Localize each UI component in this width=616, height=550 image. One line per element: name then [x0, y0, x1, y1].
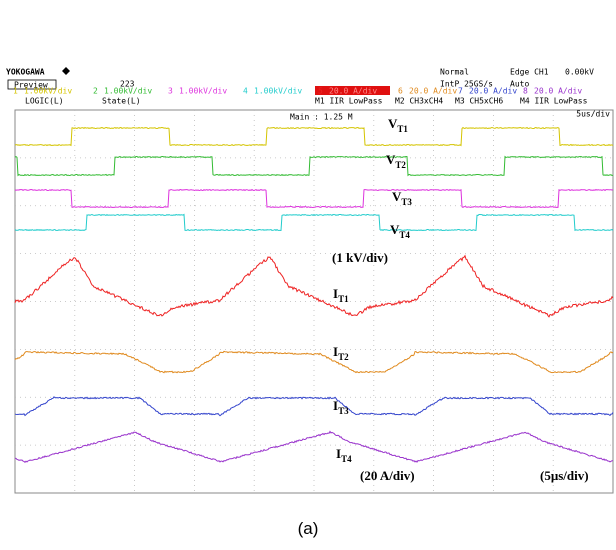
channel-scale: 20.0 A/div	[409, 87, 457, 96]
channel-number: 5	[318, 87, 323, 96]
voltage-trace	[15, 190, 613, 208]
current-trace	[15, 397, 613, 416]
trigger-mode: Normal	[440, 68, 469, 77]
channel-number: 3	[168, 87, 173, 96]
channel-scale: 20.0 A/div	[329, 87, 377, 96]
scale-label: (5μs/div)	[540, 468, 589, 483]
trigger-level: 0.00kV	[565, 68, 594, 77]
trace-label: VT3	[392, 189, 412, 207]
trace-label: VT2	[386, 152, 406, 170]
channel-scale: 1.00kV/div	[24, 87, 72, 96]
trace-label-sub: T2	[338, 352, 349, 362]
record: Main : 1.25 M	[290, 113, 353, 122]
trace-label-sub: T1	[338, 294, 349, 304]
math-channel: M4 IIR LowPass	[520, 97, 588, 106]
trace-label: VT4	[390, 222, 410, 240]
channel-scale: 20.0 A/div	[534, 87, 582, 96]
caption: (a)	[298, 519, 319, 538]
channel-scale: 1.00kV/div	[254, 87, 302, 96]
brand: YOKOGAWA	[6, 68, 45, 77]
voltage-trace	[15, 215, 613, 231]
math-channel: M2 CH3xCH4	[395, 97, 443, 106]
channel-scale: 20.0 A/div	[469, 87, 517, 96]
scale-label: (20 A/div)	[360, 468, 415, 483]
scale-label: (1 kV/div)	[332, 250, 388, 265]
traces	[15, 128, 613, 463]
channel-number: 6	[398, 87, 403, 96]
trace-label-sub: T4	[399, 230, 410, 240]
trace-label: VT1	[388, 116, 408, 134]
math-channel: M1 IIR LowPass	[315, 97, 383, 106]
trace-label-sub: T4	[341, 454, 352, 464]
channel-scale: 1.00kV/div	[179, 87, 227, 96]
trace-label-sub: T1	[397, 124, 408, 134]
channel-scale: 1.00kV/div	[104, 87, 152, 96]
trace-label: IT3	[333, 398, 349, 416]
channel-number: 8	[523, 87, 528, 96]
logic: LOGIC(L)	[25, 97, 64, 106]
trace-label-sub: T2	[395, 160, 406, 170]
trigger: Edge CH1	[510, 68, 549, 77]
current-trace	[15, 256, 613, 317]
current-trace	[15, 351, 613, 372]
brand-logo	[62, 67, 70, 75]
channel-number: 7	[458, 87, 463, 96]
trace-label-sub: T3	[401, 197, 412, 207]
channel-number: 2	[93, 87, 98, 96]
trace-label: IT4	[336, 446, 352, 464]
grid	[15, 110, 613, 493]
trace-label: IT2	[333, 344, 349, 362]
math-channel: M3 CH5xCH6	[455, 97, 503, 106]
trace-label-sub: T3	[338, 406, 349, 416]
current-trace	[15, 431, 613, 462]
channel-number: 4	[243, 87, 248, 96]
timebase: 5us/div	[576, 110, 610, 119]
channel-number: 1	[13, 87, 18, 96]
state: State(L)	[102, 97, 141, 106]
